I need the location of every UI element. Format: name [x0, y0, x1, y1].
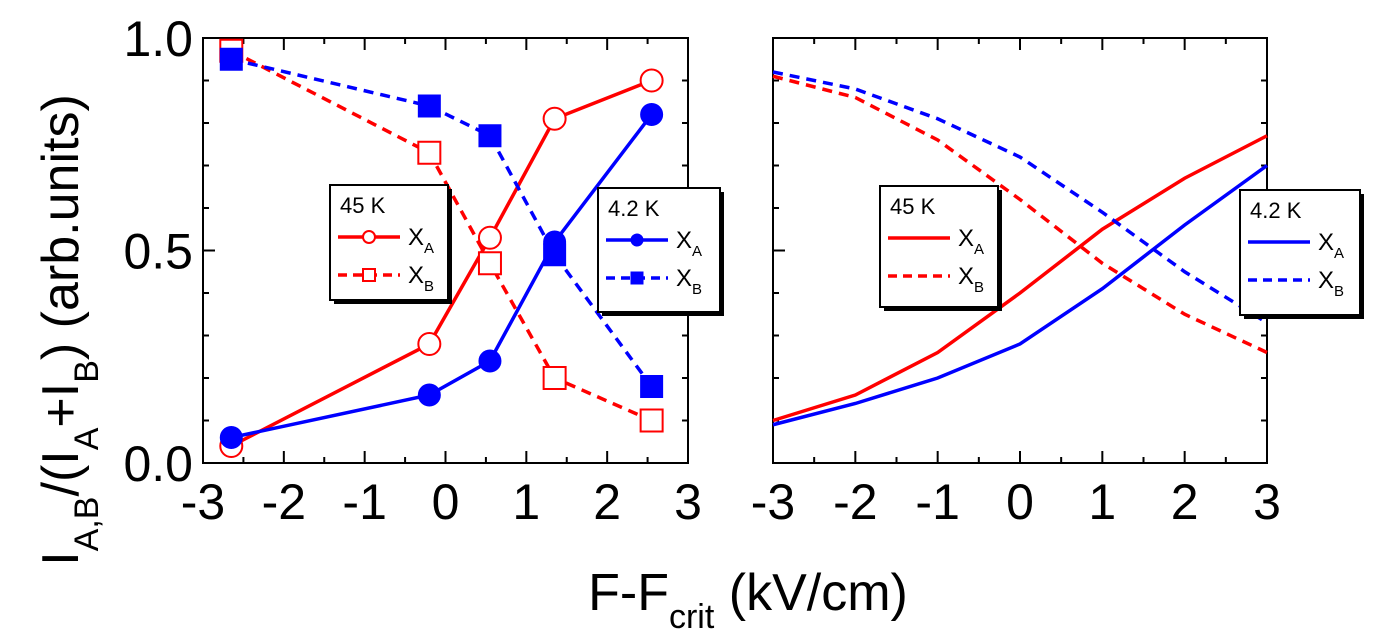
series-line-45K-x_b: [772, 74, 1268, 355]
x-axis-label: F-Fcrit (kV/cm): [588, 564, 908, 636]
x-label-main: F-F: [588, 564, 669, 622]
data-point-square: [417, 140, 442, 165]
x-tick-label: -3: [751, 474, 795, 530]
x-tick-label: 3: [1253, 474, 1281, 530]
legend-label-main: X: [676, 227, 692, 254]
data-point-square: [640, 375, 664, 398]
legend-label: XA: [676, 227, 702, 260]
legend-label: XB: [676, 265, 702, 298]
data-point-circle: [219, 426, 243, 449]
series-line-45K-x_a: [772, 134, 1268, 423]
x-tick-label: -2: [833, 474, 877, 530]
x-tick-label: -1: [915, 474, 959, 530]
data-point-circle: [542, 106, 567, 131]
series-line-42K-x_a: [772, 164, 1269, 427]
data-point-square: [543, 243, 567, 267]
legend-label: XA: [408, 224, 434, 257]
y-axis-label: IA,B/(IA+IB) (arb.units): [32, 94, 106, 566]
legend-label-main: X: [1318, 267, 1334, 294]
y-tick-label: 1.0: [123, 11, 193, 67]
legend-label-main: X: [958, 263, 974, 290]
data-point-square: [639, 408, 664, 433]
data-point-square: [478, 124, 502, 148]
x-tick-label: -2: [262, 474, 306, 530]
legend-label-sub: B: [974, 279, 984, 296]
x-label-sub: crit: [669, 598, 715, 636]
data-point-circle: [640, 103, 664, 126]
legend-label: XA: [958, 225, 984, 258]
legend-title: 4.2 K: [608, 196, 660, 221]
legend-label: XB: [1318, 267, 1344, 300]
legend-label-sub: B: [1334, 283, 1344, 300]
legend-label-main: X: [1318, 229, 1334, 256]
y-label-end: ) (arb.units): [32, 94, 90, 360]
y-label-mid1: /(I: [32, 450, 90, 496]
legend-label-sub: A: [1334, 245, 1344, 262]
legend-label-sub: B: [424, 278, 434, 295]
legend-label-sub: A: [424, 240, 434, 257]
y-label-sub2: A: [68, 427, 106, 450]
y-label-sub1: A,B: [68, 497, 106, 552]
data-point-square: [417, 94, 441, 118]
data-point-circle: [417, 332, 442, 356]
x-tick-label: 2: [1171, 474, 1199, 530]
legend-marker-circle: [630, 233, 644, 247]
series-line-42K-x_b: [772, 70, 1268, 325]
x-tick-label: 0: [1006, 474, 1034, 530]
data-point-circle: [417, 383, 441, 407]
x-tick-label: 3: [674, 474, 702, 530]
legend-label-main: X: [408, 262, 424, 289]
legend-marker-circle: [362, 230, 376, 244]
data-point-square: [542, 366, 567, 390]
legend-frame: [329, 184, 449, 301]
legend-label-sub: A: [692, 243, 702, 260]
legend-title: 45 K: [340, 193, 386, 218]
legend-frame: [879, 185, 999, 308]
data-point-square: [219, 47, 243, 71]
y-tick-label: 0.0: [123, 436, 193, 492]
data-point-circle: [478, 349, 502, 373]
x-tick-label: 0: [432, 474, 460, 530]
legend-label-main: X: [408, 224, 424, 251]
x-tick-label: -3: [181, 474, 225, 530]
y-tick-label: 0.5: [123, 224, 193, 280]
legend-label: XB: [958, 263, 984, 296]
x-label-end: (kV/cm): [714, 564, 908, 622]
x-tick-label: 1: [1088, 474, 1116, 530]
y-label-sub3: B: [68, 360, 106, 383]
legend-marker-square: [362, 268, 376, 282]
legend-label-main: X: [958, 225, 974, 252]
legend-label-sub: B: [692, 281, 702, 298]
legend-marker-square: [630, 271, 644, 285]
legend-frame: [1239, 189, 1361, 316]
data-point-circle: [639, 68, 664, 93]
x-tick-label: 1: [512, 474, 540, 530]
legend-title: 45 K: [890, 194, 936, 219]
legend-title: 4.2 K: [1250, 198, 1302, 223]
data-point-circle: [477, 225, 502, 250]
y-label-mid2: +I: [32, 383, 90, 428]
legend-label: XB: [408, 262, 434, 295]
y-label-main: I: [32, 551, 90, 565]
x-tick-label: -1: [342, 474, 386, 530]
legend-label: XA: [1318, 229, 1344, 262]
series-line-42K-x_b: [230, 57, 654, 388]
x-tick-label: 2: [593, 474, 621, 530]
data-point-square: [477, 251, 502, 276]
legend-label-main: X: [676, 265, 692, 292]
legend-label-sub: A: [974, 241, 984, 258]
legend-frame: [597, 187, 721, 313]
